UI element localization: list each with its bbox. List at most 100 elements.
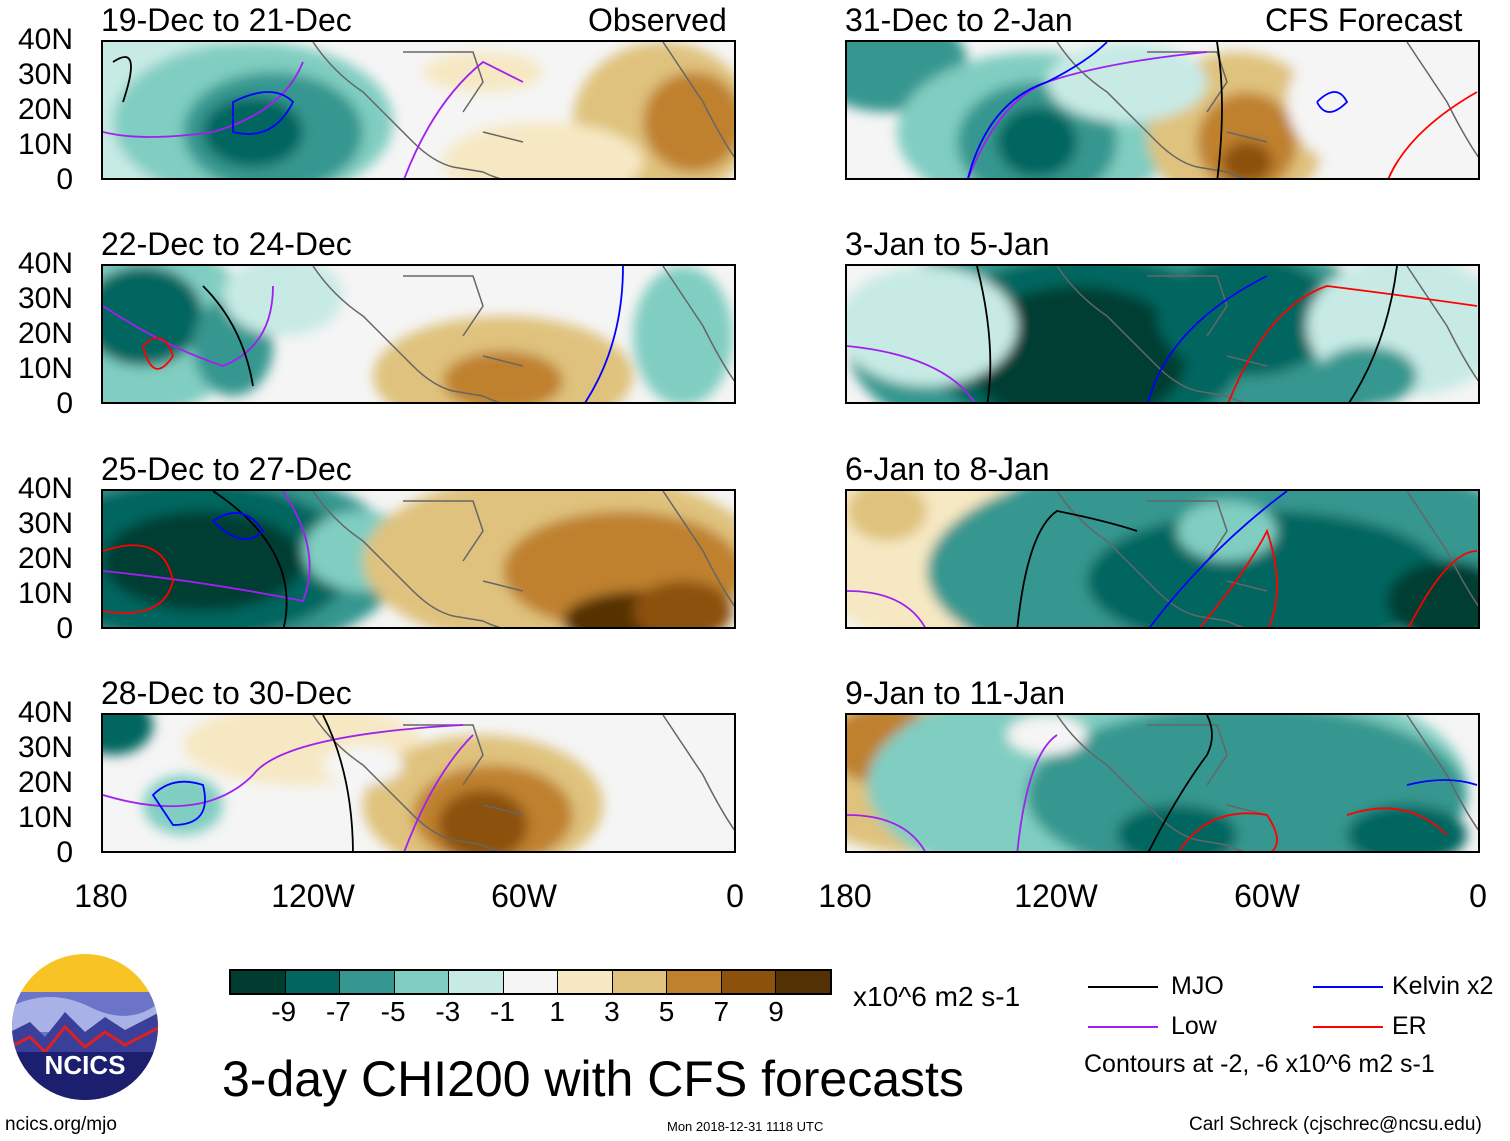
map-panel [845, 40, 1480, 180]
legend-er-label: ER [1392, 1012, 1427, 1040]
wave-contour [212, 491, 288, 627]
chi200-anomaly-region [103, 266, 203, 366]
wave-contour [1348, 266, 1398, 402]
wave-contour [847, 590, 926, 627]
colorbar-swatch [340, 971, 395, 993]
lat-label: 30N [17, 282, 73, 315]
panel-title: 22-Dec to 24-Dec [101, 226, 352, 262]
colorbar-label: 7 [713, 996, 730, 1027]
chi200-anomaly-region [203, 97, 303, 167]
lon-label: 60W [491, 878, 557, 914]
chi200-anomaly-region [443, 122, 643, 178]
colorbar-label: 9 [768, 996, 784, 1027]
lon-label: 60W [1234, 878, 1300, 914]
colorbar-units: x10^6 m2 s-1 [853, 981, 1021, 1012]
wave-contour [1199, 528, 1278, 627]
chi200-anomaly-region [423, 52, 543, 92]
chi200-anomaly-region [847, 491, 927, 541]
wave-contour [1227, 285, 1478, 402]
wave-contour [403, 60, 524, 178]
chi200-anomaly-region [103, 511, 303, 611]
coastline [312, 491, 734, 627]
lat-label: 20N [17, 93, 73, 126]
chi200-anomaly-region [997, 107, 1077, 177]
wave-contour [1148, 491, 1288, 627]
map-panel [845, 489, 1480, 629]
legend-low-line [1088, 1026, 1158, 1028]
colorbar-swatch [231, 971, 286, 993]
legend-mjo-label: MJO [1171, 972, 1224, 1000]
map-panel [845, 264, 1480, 404]
chi200-anomaly-region [1047, 42, 1207, 122]
wave-contour [103, 724, 464, 808]
wave-contour [212, 512, 265, 540]
lat-label: 20N [17, 542, 73, 575]
map-panel [101, 264, 736, 404]
coastline [1056, 266, 1478, 402]
map-panel [101, 489, 736, 629]
wave-contour [967, 42, 1108, 178]
figure-title: 3-day CHI200 with CFS forecasts [222, 1051, 964, 1107]
panel-title: 31-Dec to 2-Jan [845, 2, 1073, 38]
chi200-anomaly-region [1222, 142, 1272, 178]
lat-label: 0 [56, 836, 73, 869]
wave-contour [1016, 734, 1058, 851]
chi200-anomaly-region [1007, 715, 1087, 755]
colorbar-swatch [612, 971, 667, 993]
footer-url[interactable]: ncics.org/mjo [5, 1114, 117, 1135]
chi200-anomaly-region [633, 581, 733, 627]
wave-contour [322, 715, 354, 851]
wave-contour [1316, 91, 1349, 113]
colorbar-label: -7 [325, 996, 351, 1027]
lat-label: 10N [17, 801, 73, 834]
lat-label: 40N [17, 247, 73, 280]
colorbar-swatch [667, 971, 722, 993]
wave-contour [103, 61, 304, 138]
wave-contour [847, 345, 976, 402]
lon-label: 120W [271, 878, 355, 914]
lat-label: 10N [17, 577, 73, 610]
colorbar-label: -9 [271, 996, 297, 1027]
chi200-anomaly-region [443, 351, 563, 402]
colorbar-swatch [558, 971, 613, 993]
coastline [312, 266, 734, 402]
legend-kelvin-line [1313, 986, 1383, 988]
wave-contour [103, 491, 311, 603]
wave-contour [103, 544, 174, 614]
logo-text: NCICS [45, 1050, 126, 1080]
map-panel [845, 713, 1480, 853]
chi200-anomaly-region [438, 790, 528, 851]
map-panel [101, 713, 736, 853]
wave-contour [1387, 91, 1478, 178]
panel-title: 19-Dec to 21-Dec [101, 2, 352, 38]
lon-label: 0 [726, 878, 744, 914]
chi200-anomaly-region [223, 266, 343, 336]
footer-timestamp: Mon 2018-12-31 1118 UTC [667, 1119, 824, 1134]
panel-title: 3-Jan to 5-Jan [845, 226, 1050, 262]
colorbar-label: -5 [380, 996, 406, 1027]
legend-kelvin-label: Kelvin x2 [1392, 972, 1494, 1000]
chi200-anomaly-region [1347, 805, 1467, 851]
lat-label: 30N [17, 507, 73, 540]
contour-note: Contours at -2, -6 x10^6 m2 s-1 [1084, 1050, 1435, 1078]
chi200-anomaly-region [847, 266, 1017, 386]
wave-contour [1406, 779, 1478, 786]
wave-contour [847, 814, 926, 851]
wave-contour [1216, 42, 1223, 178]
wave-contour [1148, 715, 1213, 851]
lon-label: 180 [818, 878, 872, 914]
panel-title: 25-Dec to 27-Dec [101, 451, 352, 487]
colorbar-swatch [449, 971, 504, 993]
wave-contour [1408, 550, 1478, 627]
coastline [1056, 491, 1478, 627]
wave-contour [976, 266, 992, 402]
wave-contour [103, 285, 274, 367]
forecast-label: CFS Forecast [1265, 2, 1463, 38]
lat-label: 30N [17, 58, 73, 91]
chi200-anomaly-region [967, 286, 1187, 402]
chi200-anomaly-region [633, 266, 733, 402]
colorbar-swatch [721, 971, 776, 993]
wave-contour [232, 91, 295, 135]
chi200-anomaly-region [1117, 805, 1237, 851]
lat-label: 10N [17, 128, 73, 161]
